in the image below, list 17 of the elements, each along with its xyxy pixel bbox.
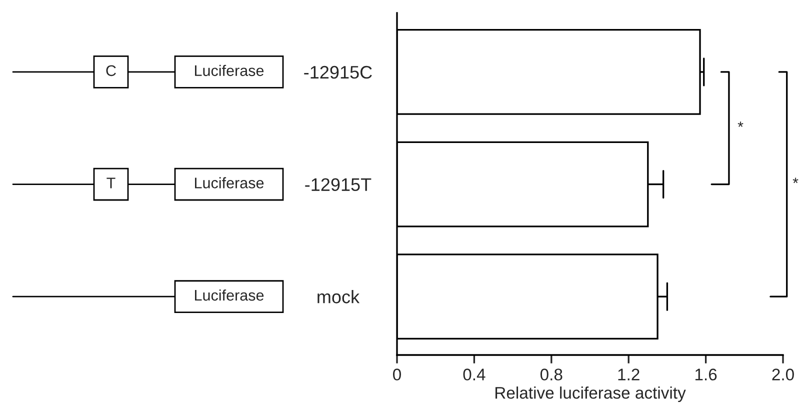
text: Luciferase <box>195 64 264 76</box>
text: * <box>792 178 798 184</box>
x-axis-title: Relative luciferase activity <box>496 386 686 402</box>
x-tick-label: 0.4 <box>463 368 486 380</box>
x-tick-label: 1.2 <box>618 368 640 380</box>
text: Luciferase <box>195 177 264 188</box>
x-tick-label: 1.6 <box>695 368 717 380</box>
text: T <box>106 178 116 188</box>
x-tick-label: 0 <box>393 368 401 380</box>
text: C <box>106 65 116 76</box>
y-tick-label: -12915C <box>304 66 372 79</box>
y-tick-label: mock <box>318 290 360 304</box>
x-tick-label: 2.0 <box>772 368 794 380</box>
annotation: * <box>738 122 744 127</box>
text: Luciferase <box>195 289 264 301</box>
x-tick-label: 0.8 <box>540 368 562 380</box>
y-tick-label: -12915T <box>305 178 372 191</box>
